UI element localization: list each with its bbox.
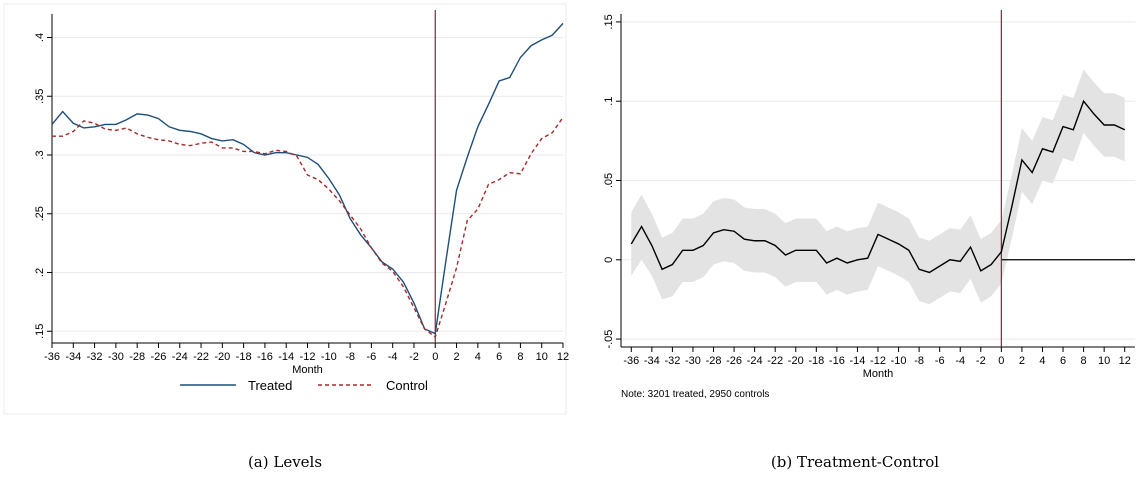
caption-a: (a) Levels [248, 453, 322, 471]
x-tick-label: -26 [151, 351, 167, 363]
panel-b-axes: -.050.05.1.15-36 -34 -32 -30 -28 -26 -24 -22 -20… [603, 14, 1135, 367]
x-tick-label: 2 [1019, 355, 1025, 367]
x-tick-label: -22 [767, 355, 783, 367]
x-tick-label: -8 [914, 355, 924, 367]
x-tick-label: -26 [726, 355, 742, 367]
x-tick-label: -30 [685, 355, 701, 367]
panel-b-series [630, 10, 1135, 347]
x-tick-label: 12 [1119, 355, 1131, 367]
x-tick-label: -24 [747, 355, 763, 367]
x-tick-label: 10 [1098, 355, 1110, 367]
y-tick-label: .15 [603, 14, 615, 29]
panel-a-grid [52, 37, 563, 332]
y-tick-label: .1 [603, 97, 615, 106]
series-line-control [52, 116, 564, 339]
x-tick-label: -34 [644, 355, 660, 367]
x-tick-label: 2 [453, 351, 459, 363]
x-tick-label: -18 [236, 351, 252, 363]
panel-b-x-axis-label: Month [863, 368, 894, 380]
x-tick-label: 4 [1039, 355, 1045, 367]
x-tick-label: -20 [214, 351, 230, 363]
x-tick-label: 0 [998, 355, 1004, 367]
series-line-difference [630, 99, 1126, 274]
x-tick-label: -32 [87, 351, 103, 363]
x-tick-label: -24 [172, 351, 188, 363]
confidence-band [631, 69, 1125, 305]
y-tick-label: .4 [34, 33, 46, 42]
panel-b-grid [621, 21, 1135, 340]
panel-b-confidence-band [631, 69, 1125, 305]
x-tick-label: 6 [496, 351, 502, 363]
x-tick-label: 8 [1081, 355, 1087, 367]
panel-a-background [3, 3, 567, 415]
panel-a-series [51, 10, 564, 343]
x-tick-label: -12 [870, 355, 886, 367]
legend-label-treated: Treated [248, 378, 292, 393]
panel-b-note: Note: 3201 treated, 2950 controls [621, 389, 769, 400]
x-tick-label: -6 [366, 351, 376, 363]
x-tick-label: -32 [664, 355, 680, 367]
x-tick-label: -2 [976, 355, 986, 367]
x-tick-label: -28 [129, 351, 145, 363]
y-tick-label: .3 [34, 150, 46, 159]
x-tick-label: -4 [388, 351, 398, 363]
x-tick-label: -16 [257, 351, 273, 363]
x-tick-label: 10 [536, 351, 548, 363]
x-tick-label: -18 [808, 355, 824, 367]
x-tick-label: 8 [517, 351, 523, 363]
x-tick-label: -36 [44, 351, 60, 363]
legend-label-control: Control [386, 378, 428, 393]
series-line-treated [51, 22, 564, 335]
panel-a-x-axis-label: Month [292, 364, 323, 376]
panel-a-axes: .15.2.25.3.35.4-36 -34 -32 -30 -28 -26 -24 -22-… [34, 14, 569, 363]
y-tick-label: .05 [603, 173, 615, 188]
y-tick-label: -.05 [603, 330, 615, 349]
x-tick-label: -10 [321, 351, 337, 363]
x-tick-label: -20 [788, 355, 804, 367]
x-tick-label: -14 [849, 355, 865, 367]
x-tick-label: -16 [829, 355, 845, 367]
x-tick-label: -10 [891, 355, 907, 367]
x-tick-label: -8 [345, 351, 355, 363]
panel-a-levels: .15.2.25.3.35.4-36 -34 -32 -30 -28 -26 -24 -22-… [3, 3, 569, 415]
y-tick-label: .15 [34, 324, 46, 339]
x-tick-label: -4 [955, 355, 965, 367]
x-tick-label: -36 [623, 355, 639, 367]
x-tick-label: -28 [706, 355, 722, 367]
y-tick-label: 0 [603, 257, 615, 263]
panel-a-legend: Treated Control [180, 378, 428, 393]
x-tick-label: -2 [409, 351, 419, 363]
panel-b-treatment-control: -.050.05.1.15-36 -34 -32 -30 -28 -26 -24 -22 -20… [603, 10, 1135, 400]
x-tick-label: -6 [935, 355, 945, 367]
x-tick-label: -12 [300, 351, 316, 363]
x-tick-label: 6 [1060, 355, 1066, 367]
caption-b: (b) Treatment-Control [771, 453, 939, 471]
y-tick-label: .25 [34, 206, 46, 221]
y-tick-label: .2 [34, 268, 46, 277]
x-tick-label: -34 [65, 351, 81, 363]
x-tick-label: 4 [475, 351, 481, 363]
x-tick-label: 0 [432, 351, 438, 363]
y-tick-label: .35 [34, 89, 46, 104]
x-tick-label: -14 [278, 351, 294, 363]
x-tick-label: -22 [193, 351, 209, 363]
x-tick-label: -30 [108, 351, 124, 363]
x-tick-label: 12 [557, 351, 569, 363]
